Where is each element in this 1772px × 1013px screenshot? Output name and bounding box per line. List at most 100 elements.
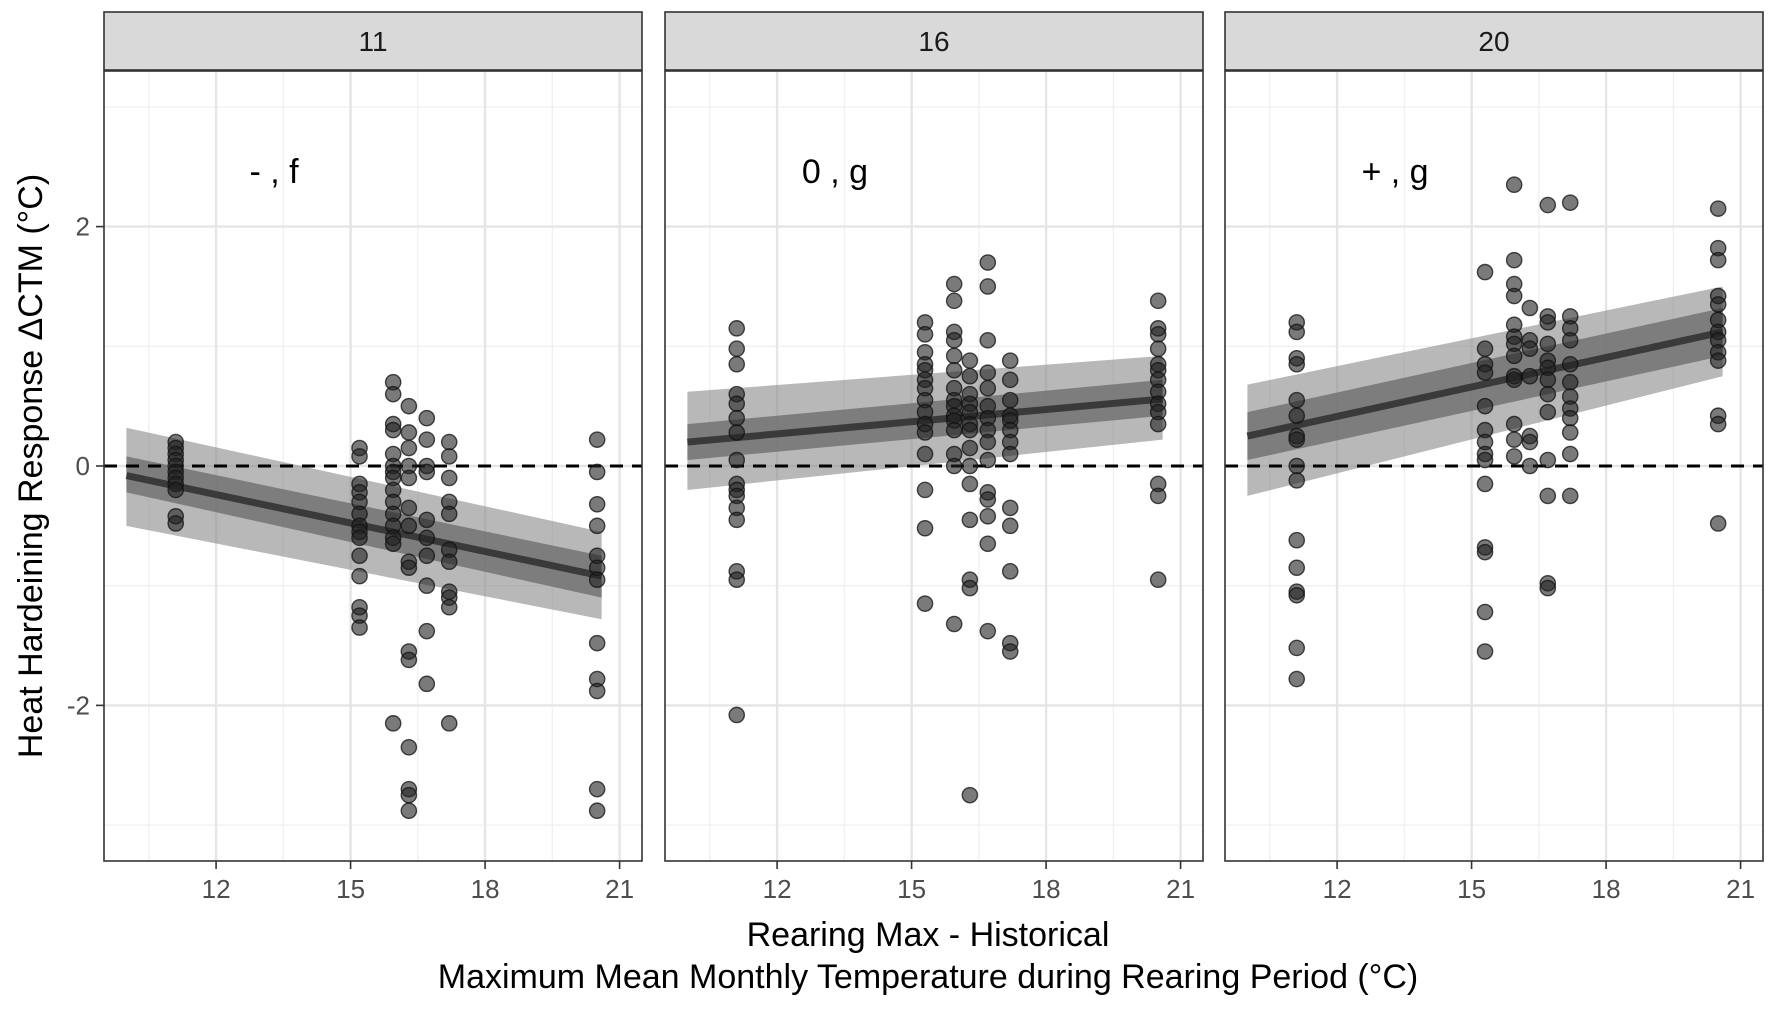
data-point xyxy=(979,622,997,640)
data-point xyxy=(728,451,746,469)
data-point xyxy=(728,424,746,441)
data-point xyxy=(384,535,402,553)
data-point xyxy=(418,622,436,640)
data-point xyxy=(1539,579,1557,597)
data-point xyxy=(1149,292,1167,310)
x-tick-label: 21 xyxy=(1166,874,1195,904)
data-point xyxy=(351,547,368,565)
data-point xyxy=(400,802,418,820)
data-point xyxy=(1505,347,1523,365)
data-point xyxy=(1505,415,1523,433)
data-point xyxy=(588,517,606,535)
data-point xyxy=(418,409,436,427)
panels-layer: 11 - , f 12 15 18 21 -2 0 2 16 0 , g 12 15 18 21 20 + , … xyxy=(67,11,1764,904)
data-point xyxy=(1505,287,1523,305)
facet-strip-label: 20 xyxy=(1478,26,1509,57)
facet-panel-20: 20 + , g 12 15 18 21 xyxy=(1224,11,1764,904)
data-point xyxy=(418,463,436,481)
data-point xyxy=(1288,391,1306,409)
data-point xyxy=(961,367,979,385)
data-point xyxy=(1561,194,1579,211)
facet-panel-16: 16 0 , g 12 15 18 21 xyxy=(664,11,1204,904)
y-tick-label: 2 xyxy=(76,212,90,242)
data-point xyxy=(1505,371,1523,389)
data-point xyxy=(961,457,979,475)
data-point xyxy=(1001,445,1019,463)
data-point xyxy=(351,567,368,585)
data-point xyxy=(1709,200,1727,217)
data-point xyxy=(961,579,979,597)
data-point xyxy=(728,706,746,724)
data-point xyxy=(418,529,436,547)
data-point xyxy=(351,529,368,547)
data-point xyxy=(728,511,746,529)
data-point xyxy=(916,424,934,441)
data-point xyxy=(1521,433,1539,451)
data-point xyxy=(1288,472,1306,489)
data-point xyxy=(588,496,606,513)
data-point xyxy=(1505,448,1523,465)
data-point xyxy=(979,451,997,469)
data-point xyxy=(1001,391,1019,409)
data-point xyxy=(588,634,606,652)
data-point xyxy=(1709,296,1727,313)
data-point xyxy=(167,481,185,499)
x-tick-label: 21 xyxy=(605,874,634,904)
data-points xyxy=(167,373,606,820)
data-point xyxy=(979,332,997,349)
panel-border xyxy=(664,70,1204,862)
data-point xyxy=(588,431,606,448)
data-point xyxy=(1539,403,1557,421)
data-point xyxy=(979,364,997,381)
data-point xyxy=(1288,323,1306,341)
data-point xyxy=(1561,373,1579,391)
data-point xyxy=(1539,487,1557,505)
data-point xyxy=(979,379,997,397)
x-tick-label: 18 xyxy=(1032,874,1061,904)
data-point xyxy=(384,421,402,439)
data-point xyxy=(440,469,458,487)
data-point xyxy=(1288,457,1306,475)
data-point xyxy=(1709,251,1727,269)
data-point xyxy=(1288,407,1306,425)
data-point xyxy=(728,409,746,427)
data-point xyxy=(588,802,606,820)
data-point xyxy=(916,519,934,537)
data-points xyxy=(728,254,1167,804)
data-point xyxy=(384,715,402,732)
data-point xyxy=(916,595,934,612)
data-point xyxy=(961,786,979,804)
data-point xyxy=(418,675,436,693)
data-point xyxy=(728,355,746,373)
data-point xyxy=(945,347,963,365)
data-point xyxy=(979,507,997,525)
data-point xyxy=(1521,367,1539,385)
data-point xyxy=(1149,487,1167,505)
data-point xyxy=(1561,424,1579,441)
data-point xyxy=(1709,515,1727,532)
facet-strip-label: 11 xyxy=(358,26,387,57)
data-point xyxy=(1521,299,1539,317)
x-tick-label: 15 xyxy=(1457,874,1486,904)
data-point xyxy=(440,715,458,732)
data-point xyxy=(440,505,458,523)
data-point xyxy=(1505,176,1523,194)
data-point xyxy=(945,421,963,439)
x-tick-label: 18 xyxy=(1592,874,1621,904)
data-point xyxy=(440,448,458,465)
data-point xyxy=(1505,251,1523,269)
data-point xyxy=(728,571,746,589)
data-point xyxy=(1709,415,1727,433)
data-point xyxy=(1561,445,1579,463)
data-point xyxy=(1288,355,1306,373)
data-point xyxy=(945,361,963,379)
data-point xyxy=(418,511,436,529)
data-point xyxy=(728,340,746,357)
x-axis-label-line2: Maximum Mean Monthly Temperature during … xyxy=(438,958,1418,996)
facet-strip xyxy=(664,11,1204,71)
data-point xyxy=(1561,487,1579,505)
data-point xyxy=(916,445,934,463)
data-point xyxy=(979,433,997,451)
data-point xyxy=(384,385,402,403)
